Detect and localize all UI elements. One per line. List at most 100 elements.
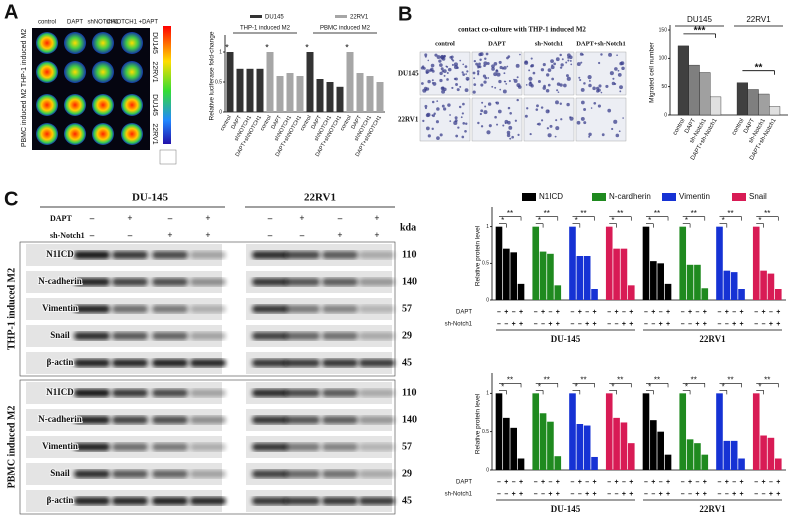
significance: *: [265, 42, 269, 52]
y-tick-label: 0.5: [482, 429, 489, 435]
cell: [478, 65, 482, 69]
size-label: 45: [402, 357, 412, 368]
condition-sign: –: [578, 321, 582, 328]
well: [36, 94, 58, 116]
band: [284, 443, 320, 451]
cell: [547, 133, 552, 138]
cell: [456, 88, 460, 92]
cell: [559, 66, 563, 69]
condition-sign: –: [534, 321, 538, 328]
bar: [246, 68, 254, 112]
condition-sign: –: [754, 479, 758, 486]
bar: [547, 421, 554, 470]
cell: [424, 53, 428, 57]
well: [121, 32, 143, 54]
condition-sign: –: [548, 309, 552, 316]
bar: [657, 263, 664, 300]
bar: [236, 68, 244, 112]
condition-sign: +: [585, 491, 589, 498]
cell: [614, 67, 618, 71]
bar: [605, 393, 613, 470]
band: [284, 416, 320, 424]
cell: [550, 65, 555, 70]
bar: [576, 256, 584, 300]
condition-sign: –: [89, 230, 95, 240]
cell: [446, 71, 449, 75]
cell: [537, 79, 541, 83]
condition-sign: +: [622, 321, 626, 328]
condition-sign: +: [776, 491, 780, 498]
condition-sign: –: [688, 491, 692, 498]
x-tick-label: control: [672, 118, 686, 137]
cell: [607, 108, 612, 113]
protein-label: N-cadherin: [38, 276, 82, 286]
bar: [605, 226, 613, 300]
cell: [598, 84, 602, 88]
cell: [475, 62, 479, 66]
cell: [511, 135, 514, 139]
size-label: 29: [402, 330, 412, 341]
cell: [472, 90, 476, 94]
cell: [546, 127, 550, 130]
cell: [427, 134, 431, 138]
cell: [507, 55, 511, 58]
significance: *: [722, 216, 725, 225]
condition-sign: –: [89, 213, 95, 223]
cell: [532, 71, 536, 75]
bar: [591, 456, 598, 470]
condition-label: DAPT: [50, 214, 72, 223]
condition-sign: +: [703, 491, 707, 498]
cell: [583, 121, 587, 125]
cell: [529, 132, 532, 136]
cell: [493, 72, 498, 77]
condition-sign: –: [681, 321, 685, 328]
condition-sign: –: [754, 309, 758, 316]
cell: [580, 87, 585, 92]
bar: [694, 443, 701, 470]
cell: [525, 84, 528, 86]
significance: *: [538, 216, 541, 225]
cell: [569, 59, 572, 62]
bar: [664, 454, 672, 470]
condition-sign: –: [571, 321, 575, 328]
bar: [767, 273, 775, 300]
cell: [600, 91, 603, 94]
band: [190, 497, 226, 505]
bar: [738, 458, 745, 470]
condition-sign: +: [769, 491, 773, 498]
x-tick-label: control: [220, 115, 233, 132]
band: [152, 389, 188, 397]
bar: [326, 82, 334, 112]
condition-sign: +: [578, 479, 582, 486]
size-label: 29: [402, 468, 412, 479]
cell: [605, 84, 609, 88]
bar: [276, 76, 284, 112]
cell: [453, 77, 457, 81]
condition-sign: –: [754, 321, 758, 328]
significance: ***: [694, 26, 706, 37]
cell: [473, 59, 477, 63]
protein-label: Snail: [50, 330, 70, 340]
cell: [506, 133, 511, 138]
band: [359, 332, 395, 340]
bar: [657, 431, 664, 470]
band: [190, 416, 226, 424]
cell: [431, 127, 434, 131]
band: [74, 389, 110, 397]
condition-sign: –: [622, 309, 626, 316]
cell: [554, 135, 557, 138]
cell: [543, 84, 546, 88]
cell: [551, 64, 554, 67]
bar: [758, 93, 770, 116]
condition-sign: +: [695, 321, 699, 328]
group-label: THP-1 induced M2: [21, 29, 28, 87]
cell: [506, 130, 511, 135]
cell: [555, 126, 560, 131]
condition-sign: –: [695, 309, 699, 316]
bar: [532, 393, 540, 470]
cell: [583, 108, 587, 111]
band: [284, 278, 320, 286]
cell: [430, 67, 434, 72]
protein-label: Snail: [50, 468, 70, 478]
bar: [642, 393, 650, 470]
